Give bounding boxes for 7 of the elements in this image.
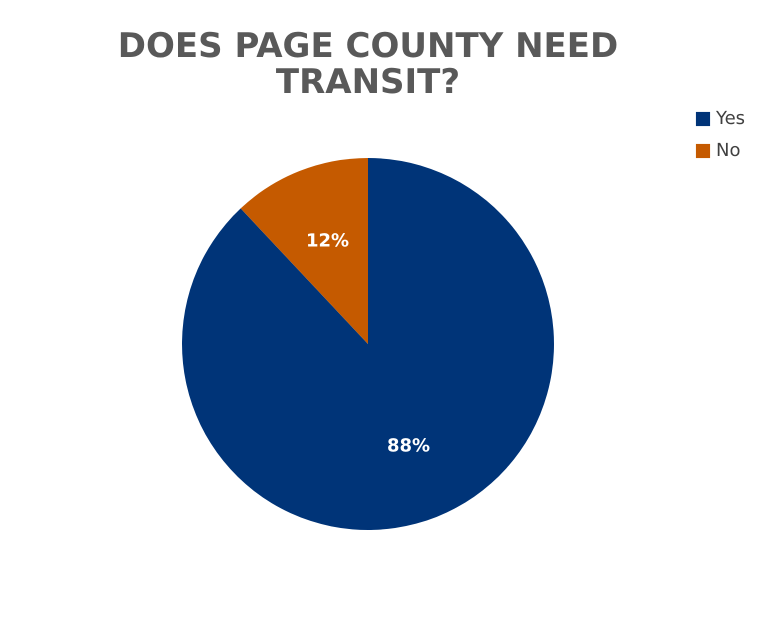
legend-label: No: [716, 140, 740, 161]
pie-slice: [182, 158, 554, 530]
legend-label: Yes: [715, 108, 746, 129]
pie-slice: [240, 158, 368, 344]
chart-title: DOES PAGE COUNTY NEED TRANSIT?: [118, 26, 618, 102]
data-label: 12%: [306, 230, 350, 252]
data-label: 88%: [386, 435, 430, 456]
